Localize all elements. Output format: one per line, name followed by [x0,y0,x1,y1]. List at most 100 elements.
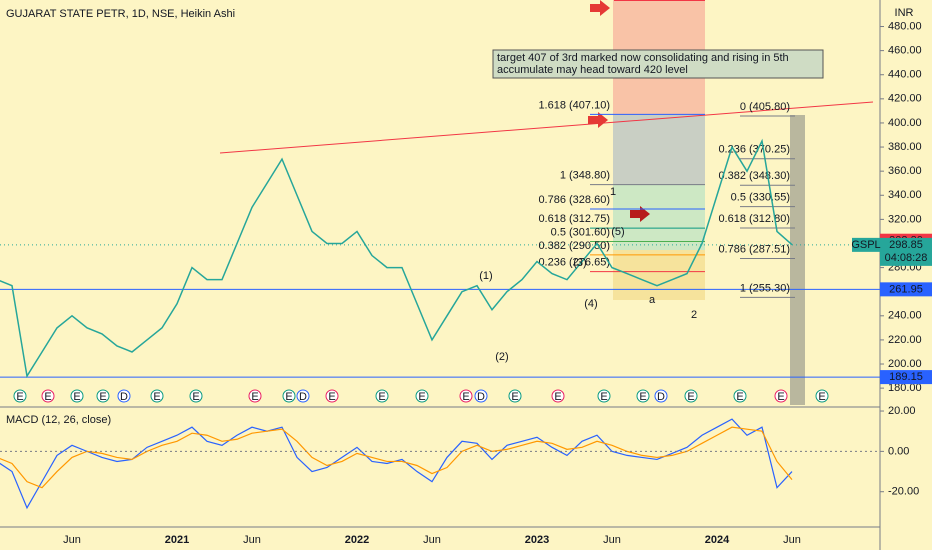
event-badge [375,389,389,403]
event-label: D [657,391,665,403]
event-label: D [120,391,128,403]
event-label: E [687,391,694,403]
arrow [630,206,650,222]
event-label: E [418,391,425,403]
wave-label: (3) [573,257,586,269]
wave-label: (4) [584,298,597,310]
event-label: E [554,391,561,403]
fib-label: 0.618 (312.80) [718,213,790,225]
annotation: target 407 of 3rd marked now consolidati… [497,52,789,64]
event-badge [117,389,131,403]
event-badge [96,389,110,403]
event-badge [597,389,611,403]
y-tick-label: 320.00 [888,213,922,225]
fib-label: 0.382 (348.30) [718,170,790,182]
event-badge [70,389,84,403]
event-label: E [736,391,743,403]
wave-label: 2 [691,309,697,321]
fib-label: 0.236 (276.65) [538,257,610,269]
symbol: GSPL [851,239,880,251]
price-box [880,370,932,385]
x-tick-label: 2021 [165,534,189,546]
fib-label: 1.618 (407.10) [538,99,610,111]
event-label: E [511,391,518,403]
event-badge [508,389,522,403]
shade-box [613,185,705,250]
event-badge [551,389,565,403]
annotation-box [492,49,824,79]
event-badge [774,389,788,403]
price-box [880,282,932,297]
y-tick-label: 180.00 [888,382,922,394]
event-label: E [818,391,825,403]
fib-label: 0.5 (330.55) [731,192,790,204]
event-label: E [462,391,469,403]
event-badge [282,389,296,403]
event-badge [41,389,55,403]
wave-label: (1) [479,270,492,282]
event-label: E [16,391,23,403]
y-tick-label: 340.00 [888,189,922,201]
fib-label: 1 (255.30) [740,282,790,294]
x-tick-label: Jun [63,534,81,546]
y-tick-label: 0.00 [888,445,909,457]
y-tick-label: 380.00 [888,141,922,153]
macd-title: MACD (12, 26, close) [6,414,111,426]
series-line [0,426,793,489]
event-label: E [777,391,784,403]
x-tick-label: 2024 [705,534,730,546]
annotation: accumulate may head toward 420 level [497,64,688,76]
price-label: 298.85 [889,239,923,251]
price-label: 189.15 [889,371,923,383]
event-label: E [44,391,51,403]
event-badge [415,389,429,403]
y-tick-label: 20.00 [888,405,916,417]
y-tick-label: 440.00 [888,69,922,81]
wave-label: a [649,294,656,306]
y-tick-label: 360.00 [888,165,922,177]
fib-label: 0.618 (312.75) [538,213,610,225]
event-badge [150,389,164,403]
arrow [590,0,610,16]
x-tick-label: Jun [603,534,621,546]
event-label: E [153,391,160,403]
event-label: E [285,391,292,403]
event-badge [474,389,488,403]
event-label: E [99,391,106,403]
chart-title: GUJARAT STATE PETR, 1D, NSE, Heikin Ashi [6,8,235,20]
price-label: 261.95 [889,283,923,295]
trend-line [219,101,874,154]
shade-box [790,115,805,405]
event-badge [459,389,473,403]
event-badge [733,389,747,403]
y-tick-label: 400.00 [888,117,922,129]
event-label: E [600,391,607,403]
wave-label: (5) [611,226,624,238]
x-tick-label: Jun [423,534,441,546]
x-tick-label: Jun [783,534,801,546]
event-label: D [477,391,485,403]
y-tick-label: 200.00 [888,358,922,370]
y-tick-label: -20.00 [888,486,919,498]
arrow [588,112,608,128]
fib-label: 0 (405.80) [740,101,790,113]
x-tick-label: Jun [243,534,261,546]
event-badge [13,389,27,403]
event-badge [296,389,310,403]
event-label: E [328,391,335,403]
y-tick-label: 420.00 [888,93,922,105]
event-badge [189,389,203,403]
y-tick-label: 240.00 [888,310,922,322]
y-tick-label: 480.00 [888,20,922,32]
shade-box [613,250,705,300]
event-badge [248,389,262,403]
event-label: D [299,391,307,403]
series-line [0,138,793,379]
event-label: E [73,391,80,403]
event-badge [325,389,339,403]
shade-box [613,115,705,185]
wave-label: (2) [495,351,508,363]
